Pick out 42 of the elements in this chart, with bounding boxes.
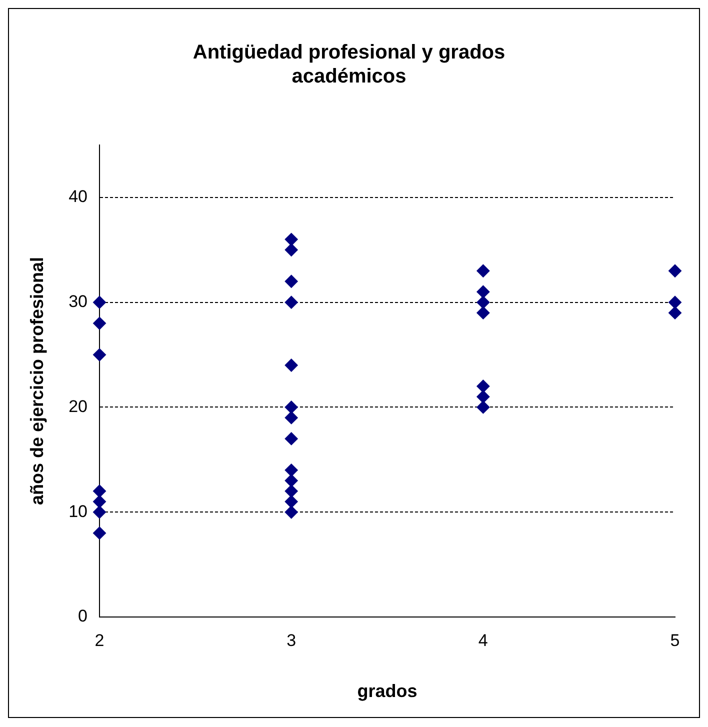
x-tick-label: 5 xyxy=(670,630,680,650)
y-axis-title: años de ejercicio profesional xyxy=(26,256,47,506)
point xyxy=(93,316,106,330)
point xyxy=(93,296,106,309)
point xyxy=(93,348,106,362)
x-axis-title: grados xyxy=(357,681,418,702)
x-tick-label: 3 xyxy=(286,630,296,650)
y-tick-label: 10 xyxy=(68,502,88,521)
point xyxy=(284,474,298,488)
y-tick-label: 30 xyxy=(68,292,88,312)
point xyxy=(93,506,106,519)
point xyxy=(93,526,106,540)
x-tick-label: 2 xyxy=(94,630,104,650)
point xyxy=(476,306,490,320)
point xyxy=(284,232,298,246)
point xyxy=(668,264,682,278)
point xyxy=(284,411,298,424)
point xyxy=(284,400,298,414)
point xyxy=(668,306,682,320)
point xyxy=(284,495,298,508)
point xyxy=(93,484,106,498)
point xyxy=(668,296,682,309)
point xyxy=(476,400,490,414)
y-tick-label: 0 xyxy=(78,606,88,626)
point xyxy=(284,274,298,288)
point xyxy=(476,296,490,309)
point xyxy=(93,495,106,508)
point xyxy=(476,390,490,404)
point xyxy=(284,296,298,309)
point xyxy=(476,264,490,278)
point xyxy=(284,358,298,372)
x-tick-label: 4 xyxy=(478,630,488,650)
point xyxy=(476,285,490,298)
y-tick-label: 40 xyxy=(68,187,88,206)
point xyxy=(284,432,298,446)
point xyxy=(284,243,298,256)
point xyxy=(476,380,490,393)
chart-title: Antigüedad profesional y grados académicos xyxy=(192,42,506,88)
point xyxy=(284,484,298,498)
point xyxy=(284,506,298,519)
point xyxy=(284,464,298,477)
y-tick-label: 20 xyxy=(68,396,88,416)
